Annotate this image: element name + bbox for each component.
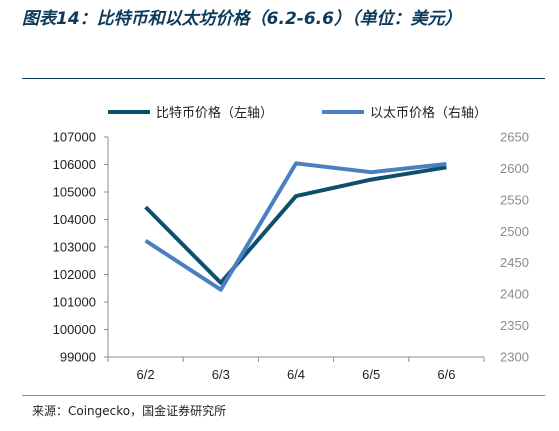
- chart-axes: 107000 106000 105000 104000 103000 102000 1010…: [53, 130, 529, 383]
- source-note: 来源：Coingecko，国金证券研究所: [32, 404, 227, 418]
- series-line-left: [144, 165, 447, 285]
- y-left-tick-label: 99000: [60, 350, 96, 365]
- y-left-tick-label: 107000: [53, 130, 96, 145]
- y-right-tick-label: 2300: [500, 350, 529, 365]
- y-left-tick-label: 101000: [53, 295, 96, 310]
- chart-series: [144, 161, 447, 292]
- legend-label-right: 以太币价格（右轴）: [370, 105, 487, 121]
- y-left-tick-label: 104000: [53, 212, 96, 227]
- legend-label-left: 比特币价格（左轴）: [156, 105, 273, 121]
- figure-title: 图表14：比特币和以太坊价格（6.2-6.6）（单位：美元）: [22, 9, 462, 29]
- y-left-tick-label: 100000: [53, 322, 96, 337]
- series-line-right: [144, 161, 447, 292]
- y-left-tick-label: 103000: [53, 240, 96, 255]
- y-left-tick-label: 102000: [53, 267, 96, 282]
- source-rule: [22, 395, 545, 396]
- x-tick-label: 6/4: [287, 367, 305, 382]
- x-tick-label: 6/2: [137, 367, 155, 382]
- y-left-tick-label: 105000: [53, 185, 96, 200]
- y-right-tick-label: 2400: [500, 287, 529, 302]
- y-right-tick-label: 2600: [500, 161, 529, 176]
- x-tick-label: 6/5: [362, 367, 380, 382]
- y-right-tick-label: 2350: [500, 318, 529, 333]
- x-tick-label: 6/3: [212, 367, 230, 382]
- y-left-tick-label: 106000: [53, 157, 96, 172]
- y-right-tick-label: 2650: [500, 130, 529, 145]
- y-right-tick-label: 2500: [500, 224, 529, 239]
- x-tick-label: 6/6: [437, 367, 455, 382]
- y-right-tick-label: 2450: [500, 255, 529, 270]
- chart-legend: 比特币价格（左轴） 以太币价格（右轴）: [108, 105, 487, 121]
- y-right-tick-label: 2550: [500, 192, 529, 207]
- title-rule: [22, 78, 545, 79]
